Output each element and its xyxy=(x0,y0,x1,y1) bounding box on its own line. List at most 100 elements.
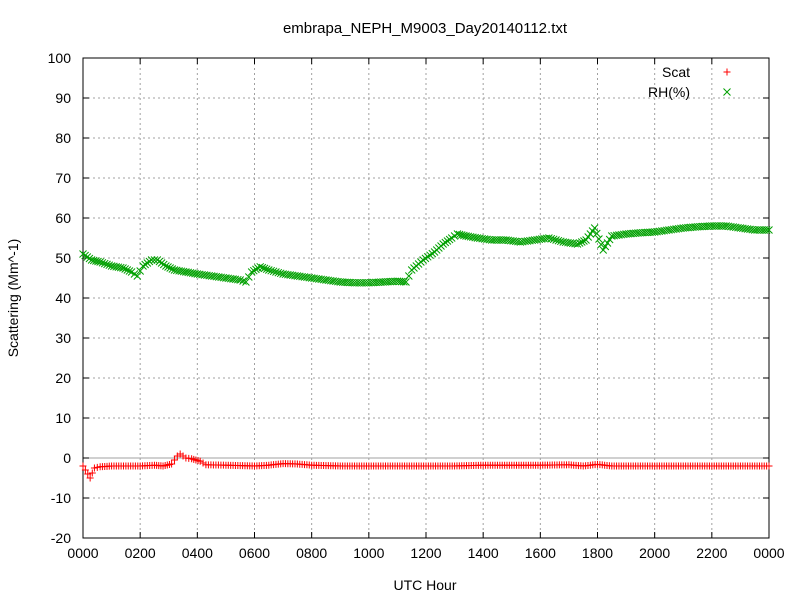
data-point xyxy=(162,262,170,270)
y-tick-label: 70 xyxy=(55,170,71,186)
data-point xyxy=(119,264,127,272)
data-point xyxy=(105,261,114,270)
legend-marker-rh xyxy=(723,88,731,96)
data-point xyxy=(597,240,605,249)
x-tick-label: 1000 xyxy=(353,545,384,561)
data-point xyxy=(121,265,130,273)
data-point xyxy=(147,256,156,264)
data-point xyxy=(233,275,242,284)
data-point xyxy=(98,258,107,267)
y-tick-label: 10 xyxy=(55,410,71,426)
data-point xyxy=(575,239,584,247)
y-tick-label: 80 xyxy=(55,130,71,146)
data-point xyxy=(276,269,285,278)
data-point xyxy=(404,272,413,280)
data-point xyxy=(592,229,601,238)
chart-title: embrapa_NEPH_M9003_Day20140112.txt xyxy=(283,20,568,37)
data-point xyxy=(471,233,480,242)
data-point xyxy=(125,267,134,275)
data-point xyxy=(554,236,563,245)
data-point xyxy=(603,239,612,247)
data-point xyxy=(765,462,773,470)
data-point xyxy=(399,277,408,286)
data-point xyxy=(556,237,565,246)
data-point xyxy=(100,259,109,268)
data-point xyxy=(84,470,92,478)
data-point xyxy=(267,266,276,275)
data-point xyxy=(93,463,101,471)
data-point xyxy=(150,256,159,264)
data-point xyxy=(601,242,610,251)
data-point xyxy=(274,268,283,277)
data-point xyxy=(272,268,280,276)
data-point xyxy=(549,235,558,244)
data-point xyxy=(252,265,260,274)
x-tick-label: 1800 xyxy=(582,545,613,561)
y-tick-label: 90 xyxy=(55,90,71,106)
data-point xyxy=(166,264,175,272)
x-tick-label: 1400 xyxy=(468,545,499,561)
legend: Scat RH(%) xyxy=(648,64,731,100)
data-point xyxy=(170,456,178,464)
y-tick-label: 50 xyxy=(55,250,71,266)
data-point xyxy=(244,273,253,281)
data-point xyxy=(86,474,94,482)
x-tick-label: 0000 xyxy=(753,545,784,561)
x-axis-label: UTC Hour xyxy=(393,577,456,593)
data-point xyxy=(123,266,132,274)
data-point xyxy=(242,278,250,286)
y-tick-label: -10 xyxy=(51,490,71,506)
data-point xyxy=(595,235,603,243)
data-point xyxy=(260,264,269,273)
grid xyxy=(83,58,769,538)
data-point xyxy=(90,464,98,472)
data-point xyxy=(239,277,247,285)
data-point xyxy=(79,462,87,470)
data-point xyxy=(573,240,582,248)
y-tick-label: 20 xyxy=(55,370,71,386)
x-tick-label: 0400 xyxy=(182,545,213,561)
legend-marker-glyph xyxy=(723,68,731,76)
x-tick-label: 0600 xyxy=(239,545,270,561)
data-point xyxy=(762,226,771,234)
data-point xyxy=(258,263,267,272)
data-point xyxy=(191,269,199,278)
x-tick-labels: 0000 0200 0400 0600 0800 1000 1200 1400 1600 1800… xyxy=(67,545,784,561)
data-point xyxy=(199,459,207,467)
data-point xyxy=(103,260,111,269)
data-series xyxy=(79,222,773,482)
x-tick-label: 0800 xyxy=(296,545,327,561)
y-tick-labels: -20 -10 0 10 20 30 40 50 60 70 80 90 100 xyxy=(48,50,72,546)
x-tick-label: 2200 xyxy=(696,545,727,561)
data-point xyxy=(590,224,599,232)
data-point xyxy=(577,238,586,246)
data-point xyxy=(168,265,177,273)
axis-ticks xyxy=(82,57,770,539)
y-axis-label: Scattering (Mm^-1) xyxy=(5,239,21,358)
data-point xyxy=(249,266,258,275)
data-point xyxy=(136,267,145,275)
legend-marker-glyph xyxy=(723,88,731,96)
data-point xyxy=(96,258,105,266)
data-point xyxy=(168,460,176,468)
legend-label-rh: RH(%) xyxy=(648,84,690,100)
data-point xyxy=(765,226,773,234)
data-point xyxy=(88,469,96,477)
legend-marker-scat xyxy=(723,68,731,76)
data-point xyxy=(256,262,265,271)
data-point xyxy=(196,457,204,465)
y-tick-label: 30 xyxy=(55,330,71,346)
data-point xyxy=(264,266,273,274)
series-scat xyxy=(79,450,773,482)
y-tick-label: 0 xyxy=(63,450,71,466)
y-tick-label: 60 xyxy=(55,210,71,226)
data-point xyxy=(116,263,125,272)
y-tick-label: 100 xyxy=(48,50,72,66)
series-rh xyxy=(79,222,773,287)
y-tick-label: -20 xyxy=(51,530,71,546)
x-tick-label: 2000 xyxy=(639,545,670,561)
data-point xyxy=(547,234,556,243)
data-point xyxy=(236,276,245,284)
x-tick-label: 1600 xyxy=(525,545,556,561)
